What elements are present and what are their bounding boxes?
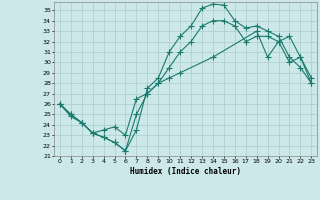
X-axis label: Humidex (Indice chaleur): Humidex (Indice chaleur) <box>130 167 241 176</box>
